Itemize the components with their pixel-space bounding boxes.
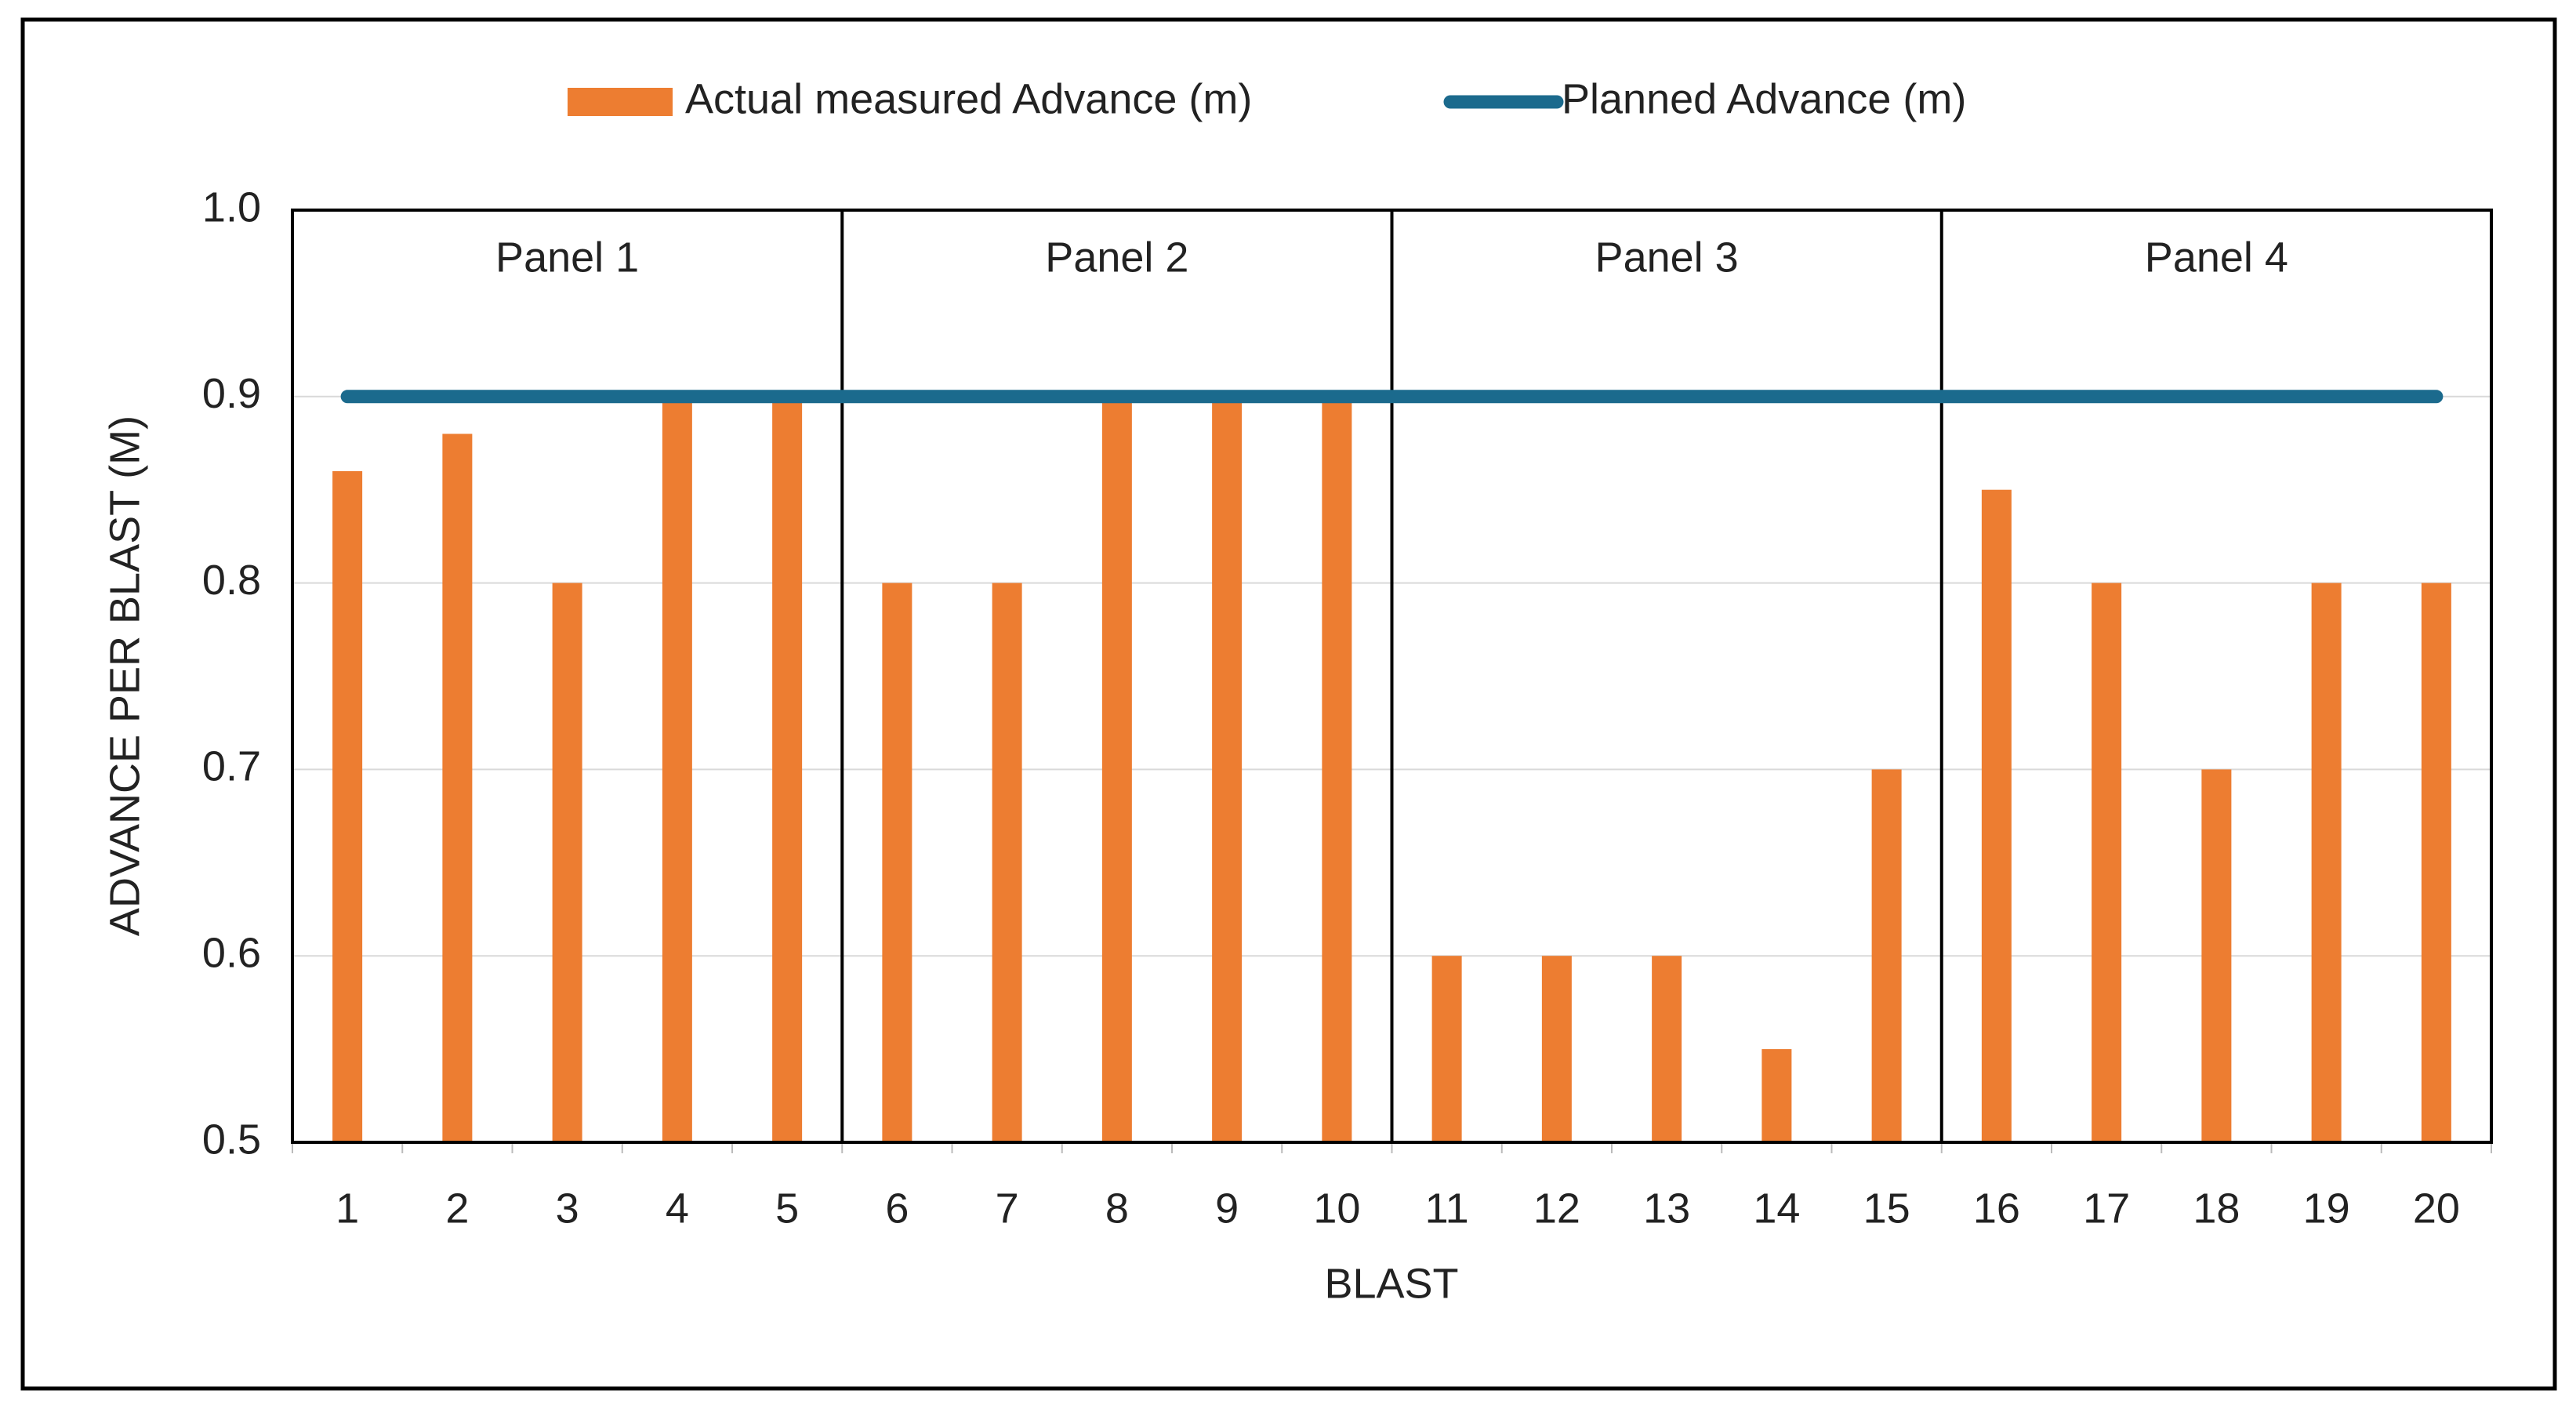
x-tick-label: 18 — [2193, 1185, 2240, 1232]
legend-label: Planned Advance (m) — [1562, 75, 1966, 122]
panel-label: Panel 1 — [495, 234, 639, 281]
bar — [772, 396, 803, 1142]
y-tick-label: 0.6 — [202, 929, 261, 976]
bar — [1761, 1049, 1792, 1142]
x-tick-label: 7 — [996, 1185, 1019, 1232]
y-tick-label: 0.8 — [202, 557, 261, 604]
bar — [1431, 956, 1462, 1142]
x-tick-label: 11 — [1425, 1185, 1469, 1232]
x-tick-label: 16 — [1973, 1185, 2020, 1232]
bar — [1322, 396, 1352, 1142]
bar — [1981, 489, 2012, 1142]
bar — [2201, 769, 2232, 1142]
x-tick-label: 15 — [1863, 1185, 1910, 1232]
panel-label: Panel 4 — [2145, 234, 2288, 281]
bar — [882, 583, 912, 1142]
bar — [442, 434, 473, 1142]
y-tick-label: 0.9 — [202, 370, 261, 417]
x-tick-label: 13 — [1643, 1185, 1690, 1232]
bar — [992, 583, 1022, 1142]
plot-border — [291, 209, 2493, 1144]
x-tick-label: 4 — [666, 1185, 689, 1232]
bar — [552, 583, 582, 1142]
bar — [662, 396, 692, 1142]
panel-label: Panel 3 — [1595, 234, 1739, 281]
x-tick-label: 14 — [1753, 1185, 1800, 1232]
x-axis-title: BLAST — [1324, 1260, 1458, 1307]
bar — [1212, 396, 1243, 1142]
x-tick-label: 20 — [2413, 1185, 2460, 1232]
panel-label: Panel 2 — [1045, 234, 1188, 281]
x-tick-label: 6 — [885, 1185, 909, 1232]
x-tick-label: 2 — [445, 1185, 469, 1232]
bar — [2311, 583, 2342, 1142]
legend-label: Actual measured Advance (m) — [685, 75, 1252, 122]
bar — [1101, 396, 1132, 1142]
bar — [1652, 956, 1682, 1142]
x-tick-label: 17 — [2083, 1185, 2130, 1232]
y-tick-label: 0.5 — [202, 1116, 261, 1163]
y-tick-label: 0.7 — [202, 743, 261, 790]
bar — [2421, 583, 2451, 1142]
x-tick-label: 1 — [336, 1185, 359, 1232]
legend-swatch — [568, 88, 673, 116]
x-tick-label: 9 — [1215, 1185, 1239, 1232]
bar — [2092, 583, 2122, 1142]
x-tick-label: 8 — [1105, 1185, 1129, 1232]
x-tick-label: 10 — [1313, 1185, 1360, 1232]
x-tick-label: 3 — [556, 1185, 579, 1232]
frame — [20, 17, 2557, 1391]
bar — [1871, 769, 1902, 1142]
bar — [1541, 956, 1572, 1142]
y-axis-title: ADVANCE PER BLAST (M) — [101, 416, 148, 936]
x-tick-label: 5 — [775, 1185, 799, 1232]
y-tick-label: 1.0 — [202, 183, 261, 230]
x-tick-label: 19 — [2303, 1185, 2350, 1232]
bar — [332, 470, 363, 1142]
x-tick-label: 12 — [1533, 1185, 1580, 1232]
